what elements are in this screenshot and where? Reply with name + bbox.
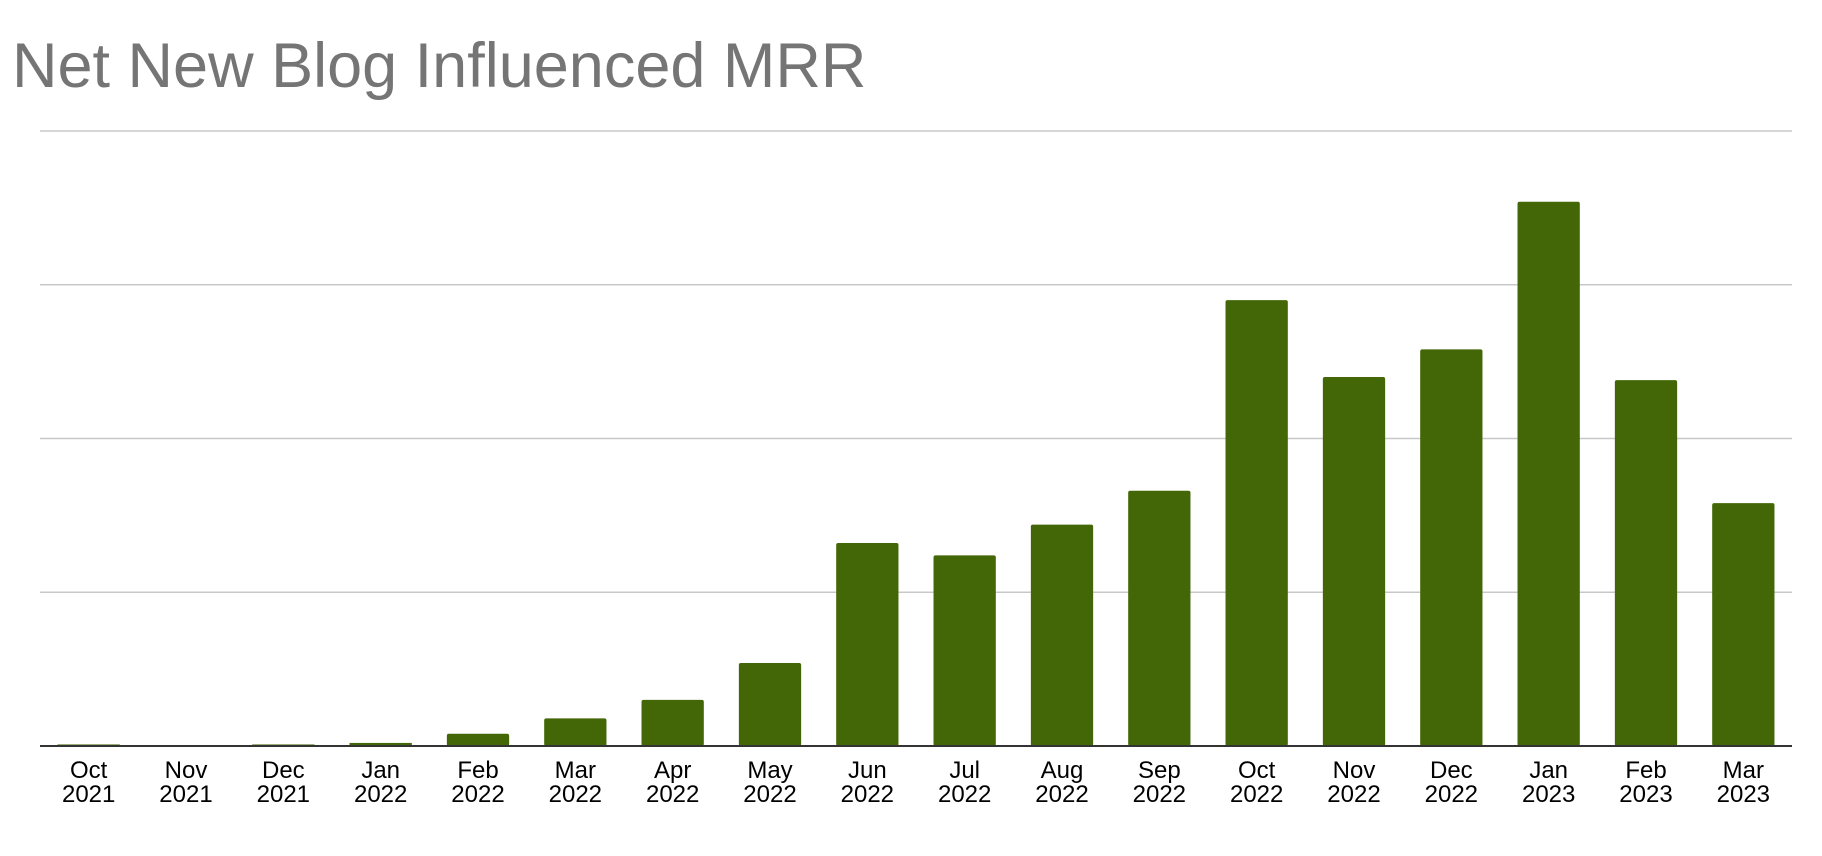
x-tick-label: Oct 2022 bbox=[1230, 757, 1283, 808]
x-tick-label: Apr 2022 bbox=[646, 757, 699, 808]
bar-may-2022 bbox=[738, 662, 802, 746]
x-tick-label: Nov 2022 bbox=[1327, 757, 1380, 808]
bar-feb-2022 bbox=[446, 733, 510, 746]
bar-aug-2022 bbox=[1030, 524, 1094, 746]
chart-title: Net New Blog Influenced MRR bbox=[12, 31, 867, 101]
x-tick-label: Mar 2022 bbox=[549, 757, 602, 808]
x-tick-label: Jun 2022 bbox=[841, 757, 894, 808]
bar-jan-2022 bbox=[349, 742, 412, 746]
x-tick-label: Aug 2022 bbox=[1035, 757, 1088, 808]
bar-oct-2022 bbox=[1225, 300, 1288, 746]
bar-mar-2022 bbox=[544, 718, 607, 746]
x-tick-label: Nov 2021 bbox=[159, 757, 212, 808]
x-tick-label: Feb 2023 bbox=[1619, 757, 1672, 808]
x-tick-label: Jan 2022 bbox=[354, 757, 407, 808]
bar-jul-2022 bbox=[933, 555, 996, 746]
bar-dec-2022 bbox=[1420, 349, 1483, 746]
bar-nov-2022 bbox=[1322, 377, 1386, 746]
x-tick-label: Dec 2022 bbox=[1425, 757, 1478, 808]
bars bbox=[57, 201, 1775, 747]
x-tick-label: Dec 2021 bbox=[257, 757, 310, 808]
bar-mar-2023 bbox=[1712, 503, 1775, 746]
gridlines bbox=[40, 130, 1792, 593]
bar-jun-2022 bbox=[836, 543, 899, 746]
x-tick-label: Mar 2023 bbox=[1717, 757, 1770, 808]
bar-sep-2022 bbox=[1128, 490, 1191, 746]
x-tick-label: May 2022 bbox=[743, 757, 796, 808]
x-tick-label: Feb 2022 bbox=[451, 757, 504, 808]
bar-apr-2022 bbox=[641, 699, 704, 746]
bar-jan-2023 bbox=[1517, 201, 1580, 747]
bar-feb-2023 bbox=[1614, 380, 1678, 746]
x-tick-labels: Oct 2021 Nov 2021 Dec 2021 Jan 2022 Feb 2022 Mar 20… bbox=[62, 757, 1770, 808]
x-tick-label: Sep 2022 bbox=[1133, 757, 1186, 808]
x-tick-label: Jan 2023 bbox=[1522, 757, 1575, 808]
x-tick-label: Jul 2022 bbox=[938, 757, 991, 808]
x-tick-label: Oct 2021 bbox=[62, 757, 115, 808]
